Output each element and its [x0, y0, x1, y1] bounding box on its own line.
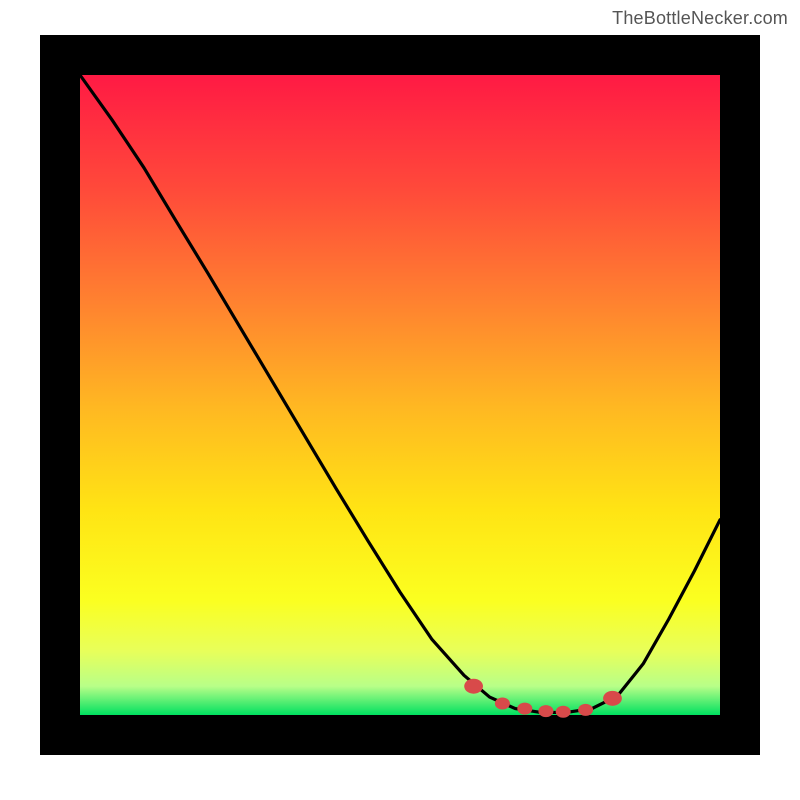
marker-dot [578, 704, 593, 716]
marker-dot [603, 691, 622, 706]
marker-dot [538, 705, 553, 717]
marker-dot [495, 697, 510, 709]
attribution-text: TheBottleNecker.com [612, 8, 788, 29]
marker-dot [556, 706, 571, 718]
marker-dot [464, 679, 483, 694]
plot-background [80, 75, 720, 715]
chart-svg [0, 0, 800, 800]
marker-dot [517, 703, 532, 715]
